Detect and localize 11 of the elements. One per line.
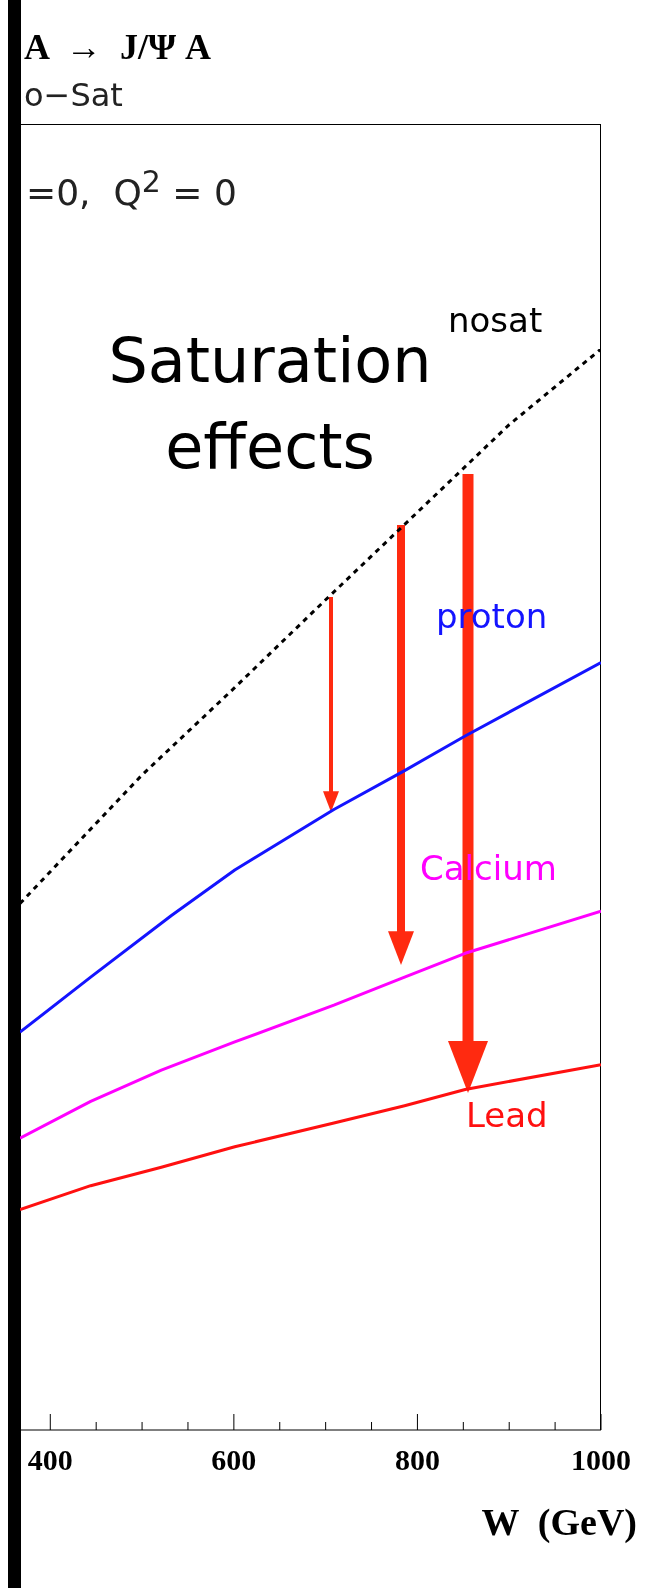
x-tick-label: 1000 [571, 1443, 631, 1476]
chart-subtitle: o−Sat [24, 76, 123, 114]
series-label: nosat [448, 300, 543, 340]
annotation: Saturation effects [108, 324, 432, 483]
x-tick-label: 800 [394, 1443, 440, 1476]
x-tick-label: 400 [27, 1443, 73, 1476]
series-label: Lead [466, 1095, 548, 1135]
x-tick-label: 600 [211, 1443, 257, 1476]
text: =0, Q$^{2}$ = 0 [26, 164, 237, 213]
chart-title: A → J/Ψ A [24, 27, 212, 67]
x-axis-title: W (GeV) [481, 1501, 637, 1543]
